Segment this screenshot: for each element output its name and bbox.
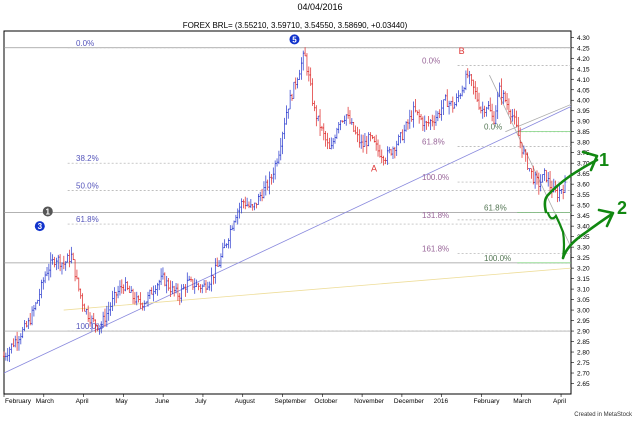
y-tick-label: 3.00 xyxy=(577,308,590,315)
y-tick-label: 4.10 xyxy=(577,77,590,84)
fib-recent-label: 61.8% xyxy=(422,137,445,146)
y-tick-label: 4.20 xyxy=(577,56,590,63)
fib-short-label: 100.0% xyxy=(484,254,511,263)
x-tick-label: September xyxy=(275,398,308,405)
wave-label: 3 xyxy=(38,222,43,231)
wave-label: 1 xyxy=(46,207,51,216)
y-tick-label: 2.65 xyxy=(577,381,590,388)
y-tick-label: 3.70 xyxy=(577,161,590,168)
x-tick-label: March xyxy=(513,398,531,405)
chart-title: FOREX BRL= (3.55210, 3.59710, 3.54550, 3… xyxy=(182,21,408,30)
fib-short-label: 61.8% xyxy=(484,204,507,213)
y-tick-label: 4.30 xyxy=(577,35,590,42)
handwritten-arrow-2 xyxy=(561,212,614,260)
x-tick-label: April xyxy=(76,398,90,405)
x-tick-label: July xyxy=(195,398,207,405)
handwritten-arrowhead-2 xyxy=(597,208,615,228)
wave-marker xyxy=(42,206,53,217)
y-tick-label: 4.00 xyxy=(577,98,590,105)
y-tick-label: 2.80 xyxy=(577,350,590,357)
wave-label: 5 xyxy=(292,35,297,44)
handwritten-label-2: 2 xyxy=(617,198,627,218)
fib-long-label: 0.0% xyxy=(76,39,94,48)
y-tick-label: 3.25 xyxy=(577,255,590,262)
y-tick-label: 3.45 xyxy=(577,213,590,220)
wave-marker xyxy=(289,34,300,45)
fib-recent-label: 0.0% xyxy=(422,57,440,66)
x-tick-label: February xyxy=(473,398,500,405)
y-tick-label: 3.05 xyxy=(577,297,590,304)
credit-text: Created in MetaStock xyxy=(574,412,632,418)
fib-short-label: 0.0% xyxy=(484,123,502,132)
y-tick-label: 3.35 xyxy=(577,234,590,241)
y-tick-label: 2.75 xyxy=(577,360,590,367)
y-tick-label: 3.20 xyxy=(577,266,590,273)
x-tick-label: June xyxy=(155,398,169,405)
y-tick-label: 3.95 xyxy=(577,108,590,115)
y-tick-label: 3.85 xyxy=(577,129,590,136)
fib-long-label: 38.2% xyxy=(76,154,99,163)
fib-long-label: 61.8% xyxy=(76,215,99,224)
y-tick-label: 4.05 xyxy=(577,87,590,94)
y-tick-label: 4.15 xyxy=(577,66,590,73)
y-tick-label: 3.65 xyxy=(577,171,590,178)
y-tick-label: 3.75 xyxy=(577,150,590,157)
x-tick-label: March xyxy=(36,398,54,405)
y-tick-label: 3.40 xyxy=(577,224,590,231)
y-tick-label: 4.25 xyxy=(577,45,590,52)
fib-long-label: 100.0% xyxy=(76,322,103,331)
handwritten-label-1: 1 xyxy=(599,150,609,170)
y-tick-label: 2.85 xyxy=(577,339,590,346)
y-tick-label: 2.70 xyxy=(577,371,590,378)
fib-recent-label: 131.8% xyxy=(422,211,449,220)
x-tick-label: December xyxy=(394,398,425,405)
x-tick-label: April xyxy=(553,398,567,405)
fib-recent-label: 161.8% xyxy=(422,244,449,253)
y-tick-label: 3.55 xyxy=(577,192,590,199)
x-tick-label: February xyxy=(5,398,32,405)
x-tick-label: August xyxy=(235,398,255,405)
y-tick-label: 3.30 xyxy=(577,245,590,252)
wave-marker xyxy=(34,221,45,232)
handwritten-arrowhead-1 xyxy=(581,150,599,172)
x-tick-label: October xyxy=(314,398,338,405)
trendline xyxy=(3,106,572,374)
y-tick-label: 2.95 xyxy=(577,318,590,325)
trendline xyxy=(63,267,572,311)
y-tick-label: 2.90 xyxy=(577,329,590,336)
trendline xyxy=(505,104,572,133)
chart-date: 04/04/2016 xyxy=(297,2,343,12)
y-tick-label: 3.60 xyxy=(577,182,590,189)
y-tick-label: 3.15 xyxy=(577,276,590,283)
y-tick-label: 3.50 xyxy=(577,203,590,210)
x-tick-label: November xyxy=(354,398,385,405)
y-tick-label: 3.10 xyxy=(577,287,590,294)
x-tick-label: May xyxy=(115,398,128,405)
x-tick-label: 2016 xyxy=(434,398,449,405)
handwritten-arrow-1 xyxy=(543,158,599,214)
wave-label: A xyxy=(371,164,377,174)
handwritten-wave xyxy=(546,211,566,260)
wave-label: B xyxy=(459,46,465,56)
y-tick-label: 3.80 xyxy=(577,140,590,147)
fib-long-label: 50.0% xyxy=(76,181,99,190)
fib-recent-label: 100.0% xyxy=(422,173,449,182)
y-tick-label: 3.90 xyxy=(577,119,590,126)
